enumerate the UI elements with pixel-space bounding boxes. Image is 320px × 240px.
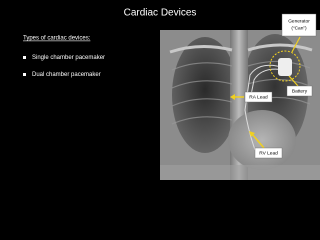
bullet — [23, 73, 26, 76]
xray-image — [160, 30, 320, 180]
rv-lead-label: RV Lead — [259, 150, 278, 156]
list-item: Dual chamber pacemaker — [32, 72, 101, 78]
annotations — [230, 36, 301, 149]
label-box — [244, 91, 273, 103]
label-box — [281, 13, 317, 37]
title: Cardiac Devices — [124, 8, 197, 19]
list-heading: Types of cardiac devices: — [23, 36, 91, 42]
bullet — [23, 56, 26, 59]
generator-label: (“Can”) — [291, 25, 307, 31]
list-item: Single chamber pacemaker — [32, 55, 105, 61]
label-box — [254, 147, 283, 159]
slide: Cardiac Devices Types of cardiac devices… — [23, 7, 320, 180]
ra-lead-label: RA Lead — [249, 94, 268, 100]
generator-label: Generator — [288, 18, 310, 24]
label-box — [286, 85, 313, 97]
battery-label: Battery — [292, 88, 308, 94]
